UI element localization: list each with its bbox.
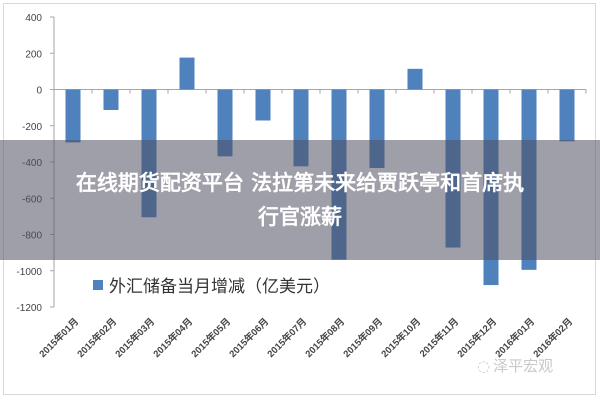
x-tick-label: 2015年01月	[37, 316, 81, 360]
bar	[179, 57, 195, 90]
bar	[103, 89, 119, 110]
bar	[217, 89, 233, 157]
x-tick-label: 2015年12月	[455, 316, 499, 360]
bar	[65, 89, 81, 143]
legend-swatch	[93, 279, 103, 290]
legend-label: 外汇储备当月增减（亿美元）	[109, 277, 330, 297]
bar	[407, 68, 423, 90]
bar	[559, 89, 575, 142]
headline-overlay[interactable]: 在线期货配资平台 法拉第未来给贾跃亭和首席执 行官涨薪	[0, 140, 600, 260]
x-axis	[53, 89, 587, 94]
headline-line-1: 在线期货配资平台 法拉第未来给贾跃亭和首席执	[75, 171, 525, 195]
x-tick-label: 2015年07月	[265, 316, 309, 360]
x-tick-label: 2016年02月	[531, 316, 575, 360]
headline-line-2: 行官涨薪	[258, 205, 342, 229]
x-tick-label: 2015年06月	[227, 316, 271, 360]
x-tick-label: 2015年05月	[189, 316, 233, 360]
x-tick-label: 2015年04月	[151, 316, 195, 360]
bar	[255, 89, 271, 121]
x-axis-labels: 2015年01月2015年02月2015年03月2015年04月2015年05月…	[37, 316, 575, 360]
y-tick-label: -1200	[16, 303, 42, 314]
x-tick-label: 2015年11月	[417, 316, 461, 360]
x-tick-label: 2016年01月	[493, 316, 537, 360]
y-tick-label: 400	[25, 13, 42, 24]
x-tick-label: 2015年02月	[75, 316, 119, 360]
y-tick-label: -1000	[16, 267, 42, 278]
x-tick-label: 2015年08月	[303, 316, 347, 360]
y-tick-label: -200	[22, 122, 42, 133]
x-tick-label: 2015年09月	[341, 316, 385, 360]
legend: 外汇储备当月增减（亿美元）	[93, 272, 330, 297]
watermark-text: 泽平宏观	[493, 357, 554, 375]
x-tick-label: 2015年10月	[379, 316, 423, 360]
wechat-icon: ◌	[477, 356, 491, 375]
y-tick-label: 0	[36, 86, 42, 97]
watermark: ◌ 泽平宏观	[477, 355, 553, 376]
y-tick-label: 200	[25, 49, 42, 60]
x-tick-label: 2015年03月	[113, 316, 157, 360]
